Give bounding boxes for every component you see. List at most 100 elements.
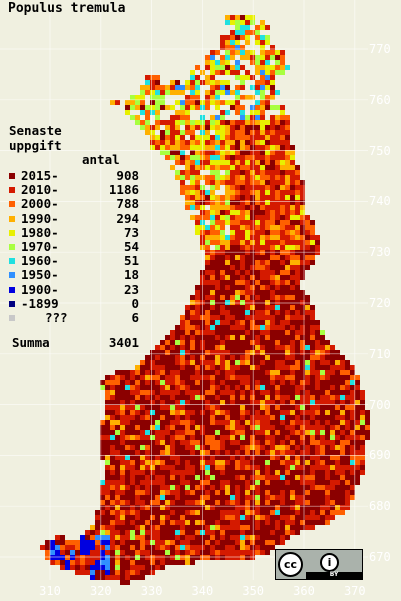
- map-cell: [230, 45, 235, 50]
- map-cell: [150, 560, 155, 565]
- map-cell: [75, 565, 80, 570]
- map-cell: [220, 260, 225, 265]
- creative-commons-by-icon[interactable]: cc i BY: [275, 549, 363, 580]
- map-cell: [235, 495, 240, 500]
- map-cell: [245, 475, 250, 480]
- map-cell: [250, 185, 255, 190]
- map-cell: [360, 405, 365, 410]
- map-cell: [140, 415, 145, 420]
- map-cell: [300, 335, 305, 340]
- map-cell: [245, 260, 250, 265]
- map-cell: [205, 500, 210, 505]
- map-cell: [315, 425, 320, 430]
- map-cell: [280, 480, 285, 485]
- map-cell: [195, 155, 200, 160]
- map-cell: [295, 515, 300, 520]
- map-cell: [320, 370, 325, 375]
- map-cell: [195, 150, 200, 155]
- legend-swatch: [9, 315, 15, 321]
- map-cell: [165, 150, 170, 155]
- map-cell: [250, 415, 255, 420]
- map-cell: [205, 345, 210, 350]
- map-cell: [120, 430, 125, 435]
- map-cell: [110, 450, 115, 455]
- map-cell: [190, 530, 195, 535]
- map-cell: [275, 315, 280, 320]
- map-cell: [325, 340, 330, 345]
- map-cell: [145, 115, 150, 120]
- map-cell: [175, 140, 180, 145]
- map-cell: [125, 455, 130, 460]
- map-cell: [215, 405, 220, 410]
- map-cell: [260, 320, 265, 325]
- map-cell: [175, 525, 180, 530]
- map-cell: [180, 365, 185, 370]
- map-cell: [265, 475, 270, 480]
- map-cell: [180, 175, 185, 180]
- map-cell: [80, 555, 85, 560]
- map-cell: [320, 430, 325, 435]
- map-cell: [70, 545, 75, 550]
- map-cell: [205, 405, 210, 410]
- map-cell: [100, 420, 105, 425]
- map-cell: [320, 465, 325, 470]
- map-cell: [265, 150, 270, 155]
- map-cell: [330, 510, 335, 515]
- map-cell: [165, 535, 170, 540]
- map-cell: [165, 125, 170, 130]
- map-cell: [190, 195, 195, 200]
- map-cell: [290, 355, 295, 360]
- map-cell: [355, 375, 360, 380]
- map-cell: [240, 320, 245, 325]
- map-cell: [275, 495, 280, 500]
- map-cell: [210, 170, 215, 175]
- map-cell: [135, 420, 140, 425]
- map-cell: [335, 475, 340, 480]
- map-cell: [145, 480, 150, 485]
- map-cell: [245, 50, 250, 55]
- map-cell: [205, 95, 210, 100]
- map-cell: [315, 405, 320, 410]
- map-cell: [235, 245, 240, 250]
- map-cell: [265, 400, 270, 405]
- map-cell: [160, 565, 165, 570]
- map-cell: [235, 435, 240, 440]
- map-cell: [170, 475, 175, 480]
- map-cell: [145, 560, 150, 565]
- map-cell: [225, 240, 230, 245]
- map-cell: [300, 330, 305, 335]
- map-cell: [220, 240, 225, 245]
- legend-swatch: [9, 187, 15, 194]
- map-cell: [340, 385, 345, 390]
- map-cell: [205, 75, 210, 80]
- map-cell: [260, 390, 265, 395]
- map-cell: [255, 345, 260, 350]
- map-cell: [270, 220, 275, 225]
- map-cell: [355, 445, 360, 450]
- map-cell: [265, 100, 270, 105]
- map-cell: [225, 380, 230, 385]
- map-cell: [140, 485, 145, 490]
- map-cell: [250, 555, 255, 560]
- map-cell: [180, 530, 185, 535]
- map-cell: [275, 480, 280, 485]
- map-cell: [245, 515, 250, 520]
- map-cell: [270, 200, 275, 205]
- map-cell: [220, 355, 225, 360]
- map-cell: [125, 405, 130, 410]
- map-cell: [220, 305, 225, 310]
- map-cell: [210, 260, 215, 265]
- map-cell: [210, 80, 215, 85]
- map-cell: [100, 490, 105, 495]
- map-cell: [285, 310, 290, 315]
- map-cell: [235, 415, 240, 420]
- map-cell: [265, 320, 270, 325]
- map-cell: [135, 575, 140, 580]
- map-cell: [270, 235, 275, 240]
- map-cell: [150, 385, 155, 390]
- map-cell: [325, 385, 330, 390]
- map-cell: [155, 135, 160, 140]
- map-cell: [235, 165, 240, 170]
- map-cell: [195, 340, 200, 345]
- x-tick-label: 320: [89, 584, 112, 598]
